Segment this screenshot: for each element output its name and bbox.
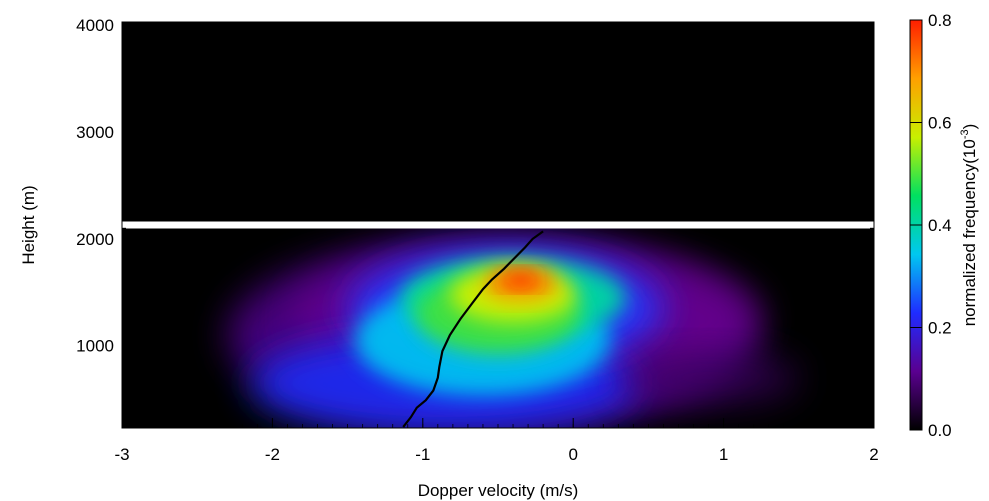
colorbar-tick-label: 0.6 <box>928 114 952 133</box>
heatmap-empty-region <box>122 22 874 225</box>
y-axis-title: Height (m) <box>19 185 38 264</box>
x-tick-label: 0 <box>568 445 577 464</box>
colorbar-label: normalized frequency(10-3) <box>959 124 979 327</box>
mean-velocity-profile-line <box>402 230 544 428</box>
blanked-band <box>122 221 874 229</box>
colorbar-tick-label: 0.0 <box>928 421 952 440</box>
colorbar-label-exponent: -3 <box>959 129 971 139</box>
colorbar-tick-label: 0.4 <box>928 216 952 235</box>
x-tick-label: -3 <box>114 445 129 464</box>
y-tick-label: 2000 <box>76 230 114 249</box>
x-tick-label: 1 <box>719 445 728 464</box>
colorbar-label-text: normalized frequency(10 <box>960 139 979 326</box>
y-tick-label: 3000 <box>76 123 114 142</box>
colorbar-tick-label: 0.2 <box>928 319 952 338</box>
colorbar-ticks: 0.0 0.2 0.4 0.6 0.8 <box>910 11 952 440</box>
x-axis-title: Dopper velocity (m/s) <box>418 481 579 500</box>
heatmap <box>122 22 874 428</box>
y-tick-label: 1000 <box>76 337 114 356</box>
colorbar-tick-label: 0.8 <box>928 11 952 30</box>
y-axis-ticks: 1000 2000 3000 4000 <box>76 16 874 421</box>
x-tick-label: -2 <box>265 445 280 464</box>
heatmap-density-blob <box>618 350 799 406</box>
x-tick-label: -1 <box>415 445 430 464</box>
x-tick-label: 2 <box>869 445 878 464</box>
y-tick-label: 4000 <box>76 16 114 35</box>
x-axis-ticks: -3 -2 -1 0 1 2 <box>114 22 879 464</box>
heatmap-density-blob <box>499 270 542 289</box>
colorbar-label-close: ) <box>960 124 979 130</box>
